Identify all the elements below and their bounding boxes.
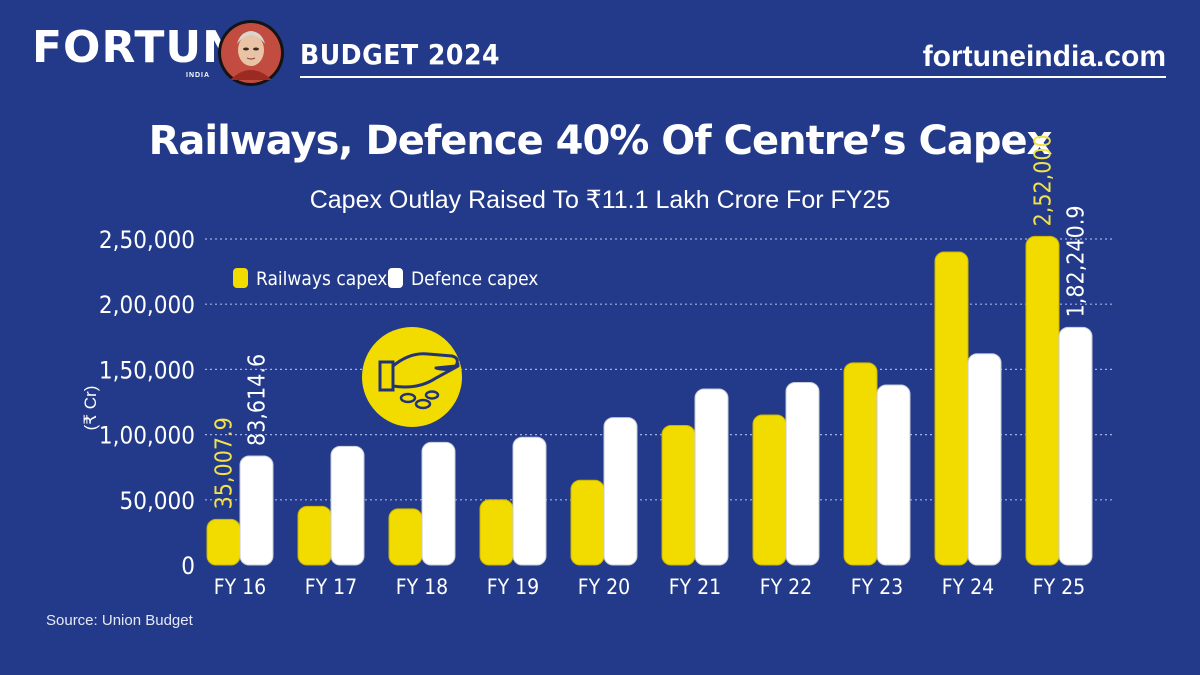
y-axis-ticks: 0 50,000 1,00,000 1,50,000 2,00,000 2,50,000 bbox=[99, 226, 195, 580]
bar-defence bbox=[330, 445, 365, 566]
x-tick-label: FY 19 bbox=[487, 575, 539, 599]
bar-defence bbox=[967, 353, 1002, 566]
x-tick-label: FY 24 bbox=[942, 575, 994, 599]
bar-defence bbox=[876, 384, 911, 566]
x-tick-label: FY 25 bbox=[1033, 575, 1085, 599]
data-label-railways: 2,52,000 bbox=[1031, 134, 1057, 226]
bar-defence bbox=[512, 436, 547, 566]
x-tick-label: FY 16 bbox=[214, 575, 266, 599]
legend-swatch-railways bbox=[233, 268, 248, 288]
bar-railways bbox=[297, 505, 332, 566]
x-tick-label: FY 17 bbox=[305, 575, 357, 599]
y-tick-label: 50,000 bbox=[119, 487, 195, 515]
data-label-defence: 83,614.6 bbox=[245, 354, 271, 446]
y-tick-label: 0 bbox=[181, 552, 195, 580]
bar-railways bbox=[934, 251, 969, 566]
x-tick-label: FY 20 bbox=[578, 575, 630, 599]
avatar bbox=[218, 20, 284, 86]
bar-railways bbox=[388, 508, 423, 566]
bar-railways bbox=[843, 362, 878, 566]
legend-label-defence: Defence capex bbox=[411, 268, 538, 290]
y-tick-label: 2,50,000 bbox=[99, 226, 195, 254]
header-divider bbox=[300, 76, 1166, 78]
legend: Railways capex Defence capex bbox=[233, 268, 538, 290]
bars bbox=[206, 235, 1093, 566]
x-axis-ticks: FY 16 FY 17 FY 18 FY 19 FY 20 FY 21 FY 22 FY 23… bbox=[214, 575, 1085, 599]
bar-defence bbox=[421, 441, 456, 566]
x-tick-label: FY 18 bbox=[396, 575, 448, 599]
legend-label-railways: Railways capex bbox=[256, 268, 387, 290]
y-tick-label: 2,00,000 bbox=[99, 291, 195, 319]
bar-railways bbox=[1025, 235, 1060, 566]
bar-railways bbox=[570, 479, 605, 566]
bar-defence bbox=[785, 381, 820, 566]
site-url-link[interactable]: fortuneindia.com bbox=[922, 40, 1166, 73]
y-axis-label: (₹ Cr) bbox=[81, 386, 100, 431]
brand-sub-logo: INDIA bbox=[186, 72, 211, 79]
bar-railways bbox=[206, 518, 241, 566]
chart-subtitle: Capex Outlay Raised To ₹11.1 Lakh Crore … bbox=[309, 186, 891, 214]
x-tick-label: FY 23 bbox=[851, 575, 903, 599]
legend-swatch-defence bbox=[388, 268, 403, 288]
bar-defence bbox=[694, 388, 729, 566]
y-tick-label: 1,00,000 bbox=[99, 422, 195, 450]
x-tick-label: FY 22 bbox=[760, 575, 812, 599]
data-label-railways: 35,007.9 bbox=[212, 417, 238, 509]
money-hand-icon bbox=[362, 327, 462, 427]
bar-railways bbox=[479, 499, 514, 566]
bar-railways bbox=[661, 424, 696, 566]
page-title: Railways, Defence 40% Of Centre’s Capex bbox=[148, 118, 1053, 164]
x-tick-label: FY 21 bbox=[669, 575, 721, 599]
bar-railways bbox=[752, 414, 787, 566]
bar-defence bbox=[1058, 326, 1093, 566]
y-tick-label: 1,50,000 bbox=[99, 356, 195, 384]
bar-defence bbox=[603, 417, 638, 566]
data-label-defence: 1,82,240.9 bbox=[1064, 205, 1090, 317]
bar-defence bbox=[239, 455, 274, 566]
data-labels: 35,007.9 83,614.6 2,52,000 1,82,240.9 bbox=[212, 134, 1090, 509]
section-label: BUDGET 2024 bbox=[300, 38, 501, 71]
source-note: Source: Union Budget bbox=[46, 612, 193, 629]
